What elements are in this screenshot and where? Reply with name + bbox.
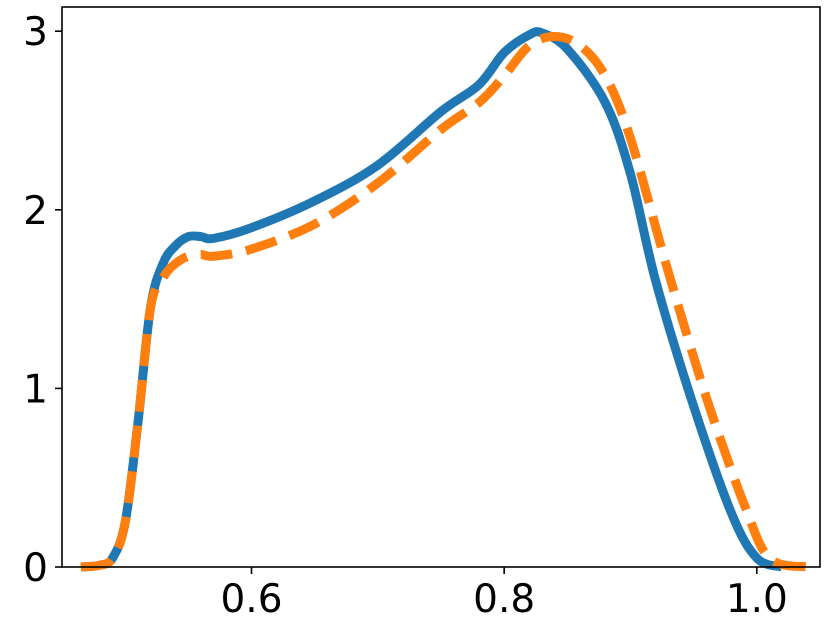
y-tick-label: 1 [23,367,48,412]
y-tick-label: 0 [23,546,48,591]
y-axis: 0 1 2 3 [23,10,62,591]
series-line-2 [80,32,809,572]
plot-frame [61,6,821,568]
y-tick-label: 2 [23,189,48,234]
series-line-1 [80,27,784,572]
y-tick-label: 3 [23,10,48,55]
x-tick-label: 0.6 [220,577,282,622]
x-tick-label: 1.0 [726,577,788,622]
x-axis: 0.6 0.8 1.0 [220,567,788,622]
x-tick-label: 0.8 [473,577,535,622]
series-layer [80,27,809,572]
